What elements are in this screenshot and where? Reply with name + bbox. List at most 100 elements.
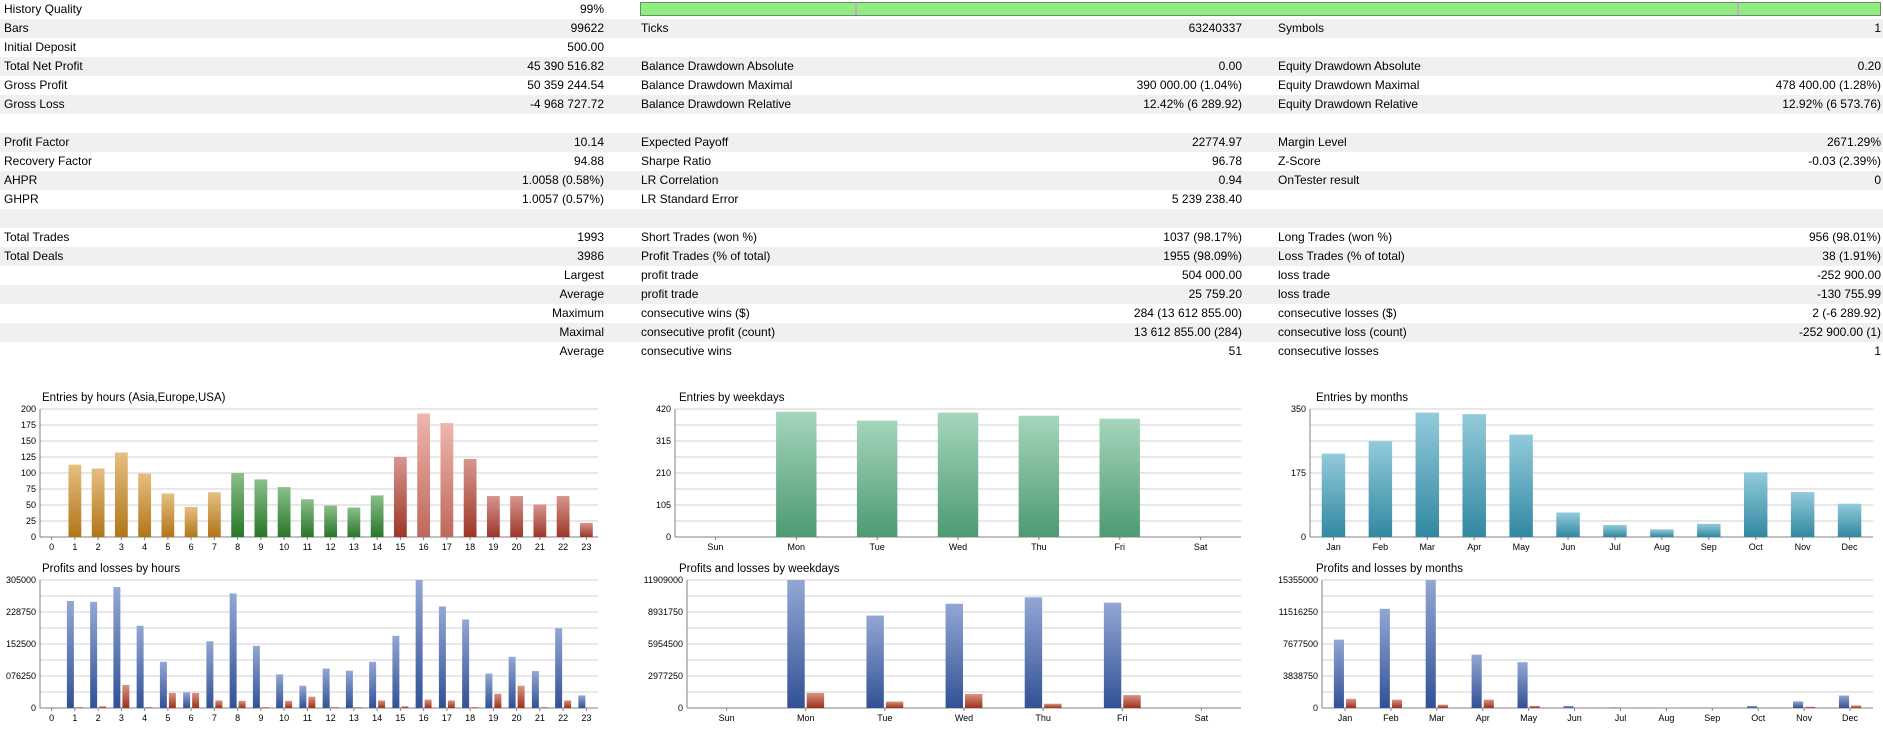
x-tick-label: 14 bbox=[372, 713, 382, 723]
y-tick-label: 0 bbox=[666, 532, 671, 542]
entries-bar bbox=[91, 468, 105, 537]
x-tick-label: 8 bbox=[235, 542, 240, 552]
profit-bar bbox=[299, 685, 307, 708]
profit-bar bbox=[392, 635, 400, 708]
entries-bar bbox=[324, 505, 338, 537]
profit-bar bbox=[322, 668, 330, 708]
stat-label: LR Standard Error bbox=[641, 192, 739, 206]
stat-value: Average bbox=[559, 287, 604, 301]
x-tick-label: 23 bbox=[581, 713, 591, 723]
entries-bar bbox=[510, 496, 524, 537]
loss-bar bbox=[1529, 705, 1540, 708]
y-tick-label: 175 bbox=[1291, 468, 1306, 478]
y-tick-label: 11516250 bbox=[1279, 607, 1318, 617]
stat-value: 1 bbox=[1874, 344, 1881, 358]
stat-label: Recovery Factor bbox=[4, 154, 93, 168]
stat-value: Maximum bbox=[551, 306, 604, 320]
x-tick-label: 7 bbox=[212, 713, 217, 723]
entries-bar bbox=[937, 412, 979, 537]
y-tick-label: 305000 bbox=[6, 575, 36, 585]
stat-row: GHPR 1.0057 (0.57%) LR Standard Error 5 239… bbox=[0, 190, 1883, 209]
x-tick-label: Fri bbox=[1117, 713, 1128, 723]
x-tick-label: Wed bbox=[949, 542, 967, 552]
stat-label: consecutive profit (count) bbox=[641, 325, 776, 339]
stat-label: loss trade bbox=[1278, 287, 1331, 301]
stat-label: Symbols bbox=[1278, 21, 1325, 35]
stat-value: -252 900.00 bbox=[1816, 268, 1881, 282]
entries-bar bbox=[486, 496, 500, 537]
loss-bar bbox=[354, 707, 362, 708]
stat-label: Total Net Profit bbox=[4, 59, 83, 73]
x-tick-label: 5 bbox=[165, 542, 170, 552]
stat-label: Gross Profit bbox=[4, 78, 68, 92]
stat-value: 22774.97 bbox=[1191, 135, 1242, 149]
loss-bar bbox=[168, 692, 176, 708]
x-tick-label: 10 bbox=[279, 713, 289, 723]
y-tick-label: 125 bbox=[21, 452, 36, 462]
entries-bar bbox=[1837, 503, 1862, 537]
profit-bar bbox=[369, 661, 377, 708]
x-tick-label: 11 bbox=[303, 713, 312, 723]
stat-label: Balance Drawdown Maximal bbox=[641, 78, 793, 92]
x-tick-label: Nov bbox=[1795, 542, 1812, 552]
x-tick-label: 17 bbox=[442, 713, 452, 723]
stat-row: Maximal consecutive profit (count) 13 612 … bbox=[0, 323, 1883, 342]
x-tick-label: Mon bbox=[788, 542, 806, 552]
stat-value: Largest bbox=[563, 268, 604, 282]
stat-row: Average profit trade 25 759.20 loss trade -1… bbox=[0, 285, 1883, 304]
x-tick-label: 23 bbox=[581, 542, 591, 552]
loss-bar bbox=[285, 700, 293, 708]
profit-bar bbox=[113, 587, 121, 708]
y-tick-label: 50 bbox=[26, 500, 36, 510]
profit-bar bbox=[136, 625, 144, 708]
stat-row: Maximum consecutive wins ($) 284 (13 612 8… bbox=[0, 304, 1883, 323]
stat-value: -4 968 727.72 bbox=[529, 97, 604, 111]
x-tick-label: 6 bbox=[189, 713, 194, 723]
stat-label: Sharpe Ratio bbox=[641, 154, 712, 168]
stat-label: Equity Drawdown Maximal bbox=[1278, 78, 1420, 92]
stat-label: loss trade bbox=[1278, 268, 1331, 282]
x-tick-label: Tue bbox=[870, 542, 885, 552]
x-tick-label: Jan bbox=[1326, 542, 1341, 552]
stat-label: consecutive losses bbox=[1278, 344, 1379, 358]
x-tick-label: 22 bbox=[558, 542, 568, 552]
x-tick-label: 5 bbox=[165, 713, 170, 723]
loss-bar bbox=[1437, 704, 1448, 708]
entries-bar bbox=[347, 507, 361, 537]
profit-bar bbox=[1024, 597, 1043, 708]
profit-bar bbox=[276, 674, 284, 708]
y-tick-label: 25 bbox=[26, 516, 36, 526]
profit-bar bbox=[438, 606, 446, 708]
x-tick-label: Sep bbox=[1704, 713, 1720, 723]
y-tick-label: 420 bbox=[656, 404, 671, 414]
stat-value: 956 (98.01%) bbox=[1808, 230, 1881, 244]
x-tick-label: 0 bbox=[49, 713, 54, 723]
stat-value: 5 239 238.40 bbox=[1171, 192, 1242, 206]
loss-bar bbox=[401, 706, 409, 708]
x-tick-label: 13 bbox=[349, 542, 359, 552]
entries-bar bbox=[1556, 512, 1580, 537]
loss-bar bbox=[494, 693, 502, 708]
stat-label: Profit Trades (% of total) bbox=[641, 249, 771, 263]
stat-label: Expected Payoff bbox=[641, 135, 729, 149]
entries-bar bbox=[393, 457, 407, 537]
x-tick-label: 18 bbox=[465, 542, 475, 552]
loss-bar bbox=[447, 700, 455, 708]
x-tick-label: Jun bbox=[1561, 542, 1576, 552]
stat-value: 96.78 bbox=[1211, 154, 1242, 168]
stat-label: Equity Drawdown Relative bbox=[1278, 97, 1419, 111]
stat-value: 38 (1.91%) bbox=[1822, 249, 1881, 263]
x-tick-label: 16 bbox=[419, 713, 429, 723]
x-tick-label: Feb bbox=[1373, 542, 1389, 552]
x-tick-label: Mon bbox=[797, 713, 815, 723]
stat-label: profit trade bbox=[641, 268, 699, 282]
stat-value: 13 612 855.00 (284) bbox=[1133, 325, 1242, 339]
x-tick-label: 0 bbox=[49, 542, 54, 552]
stat-value: 45 390 516.82 bbox=[527, 59, 604, 73]
loss-bar bbox=[331, 707, 339, 708]
profit-bar bbox=[787, 580, 805, 708]
stat-label: Total Deals bbox=[4, 249, 64, 263]
entries-bar bbox=[1603, 524, 1627, 537]
stat-label: Initial Deposit bbox=[4, 40, 77, 54]
chart-title: Entries by hours (Asia,Europe,USA) bbox=[42, 392, 226, 404]
